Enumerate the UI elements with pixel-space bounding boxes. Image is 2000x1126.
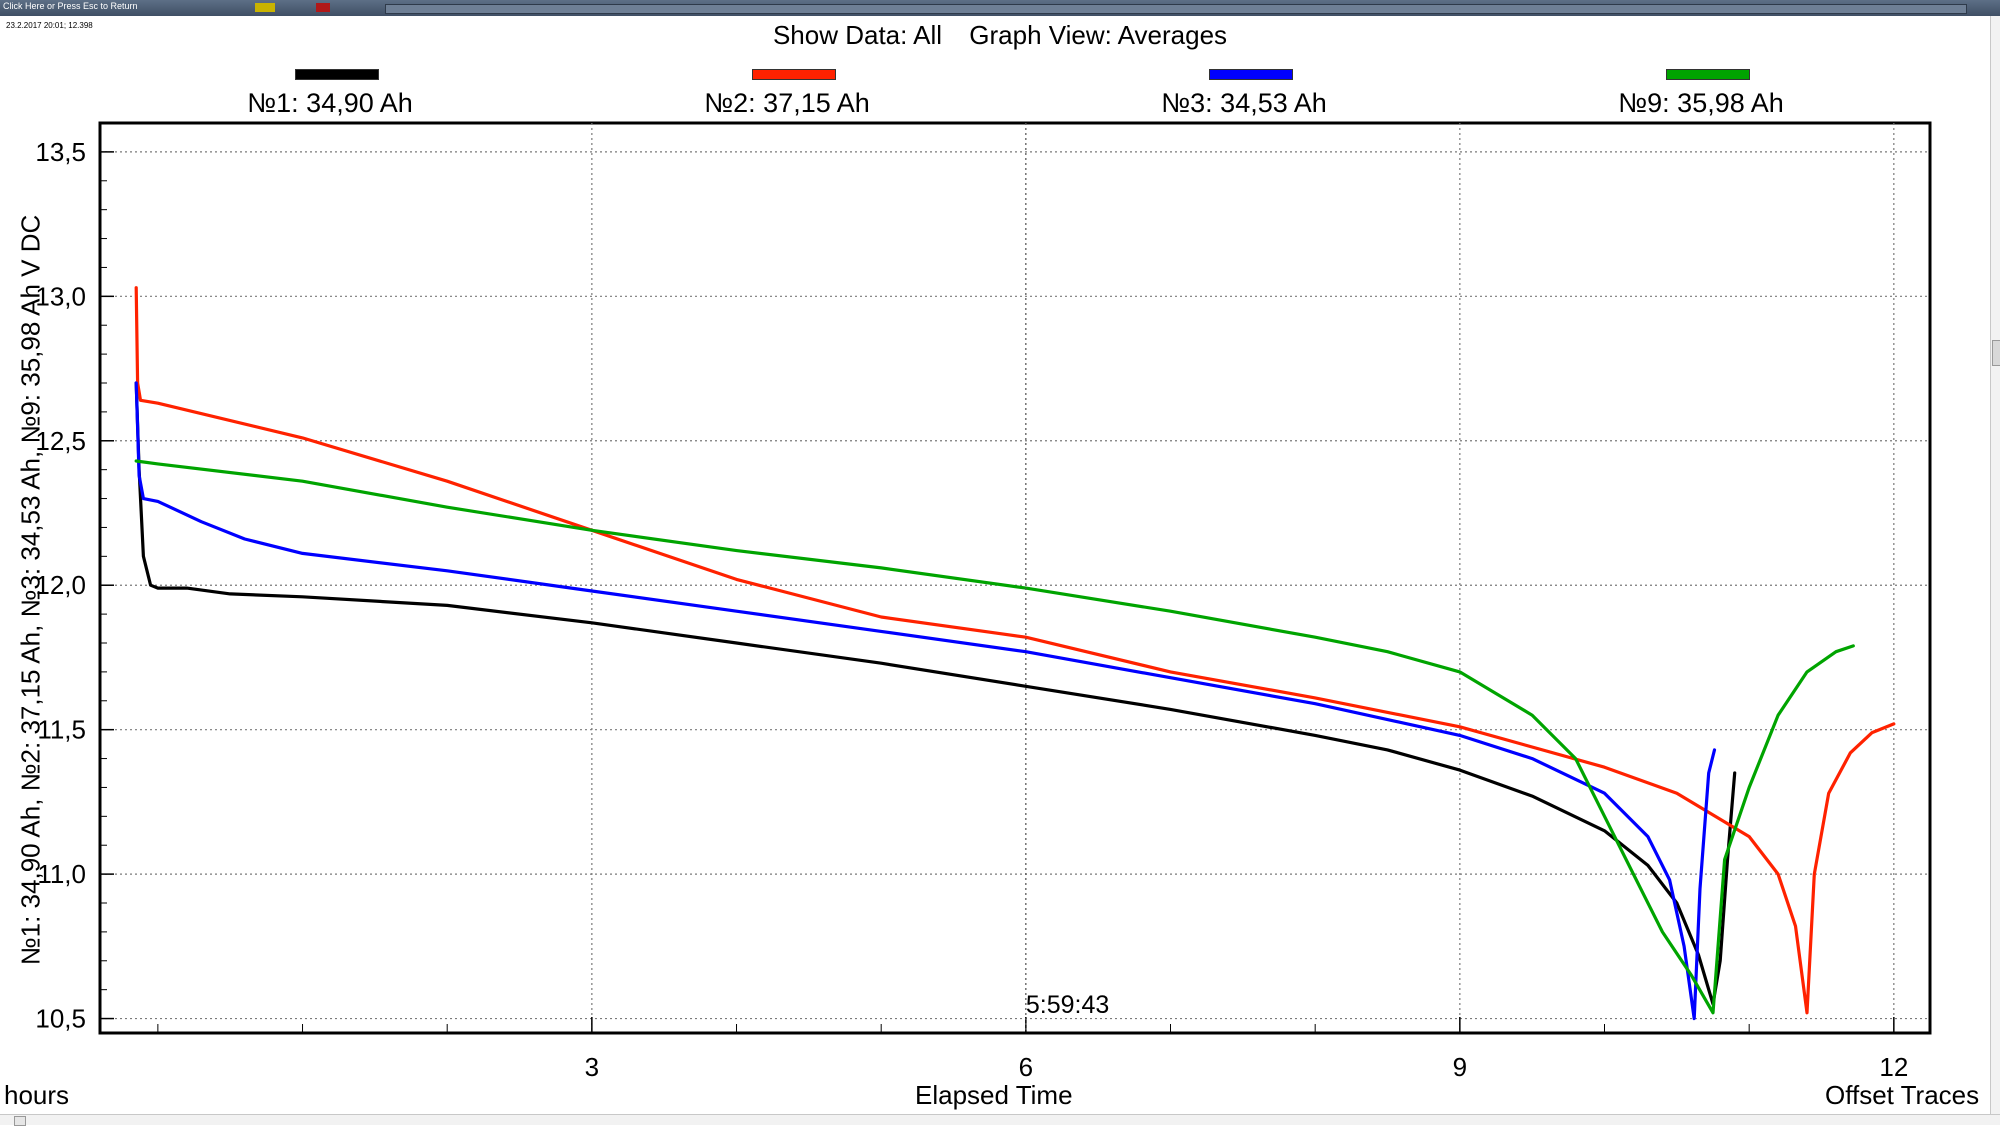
series-line-2 [134,286,1896,1015]
timestamp: 23.2.2017 20:01; 12.398 [6,21,93,30]
y-tick-labels: 10,5 11,0 11,5 12,0 12,5 13,0 13,5 [35,137,86,1034]
x-axis-title: Elapsed Time [915,1080,1073,1110]
series-line-4 [134,459,1855,1015]
cursor-time-label: 5:59:43 [1026,991,1109,1019]
y-tick-label: 12,5 [35,426,86,456]
y-tick-label: 11,0 [37,859,86,889]
legend-swatch-1 [295,69,379,80]
legend-entry-3[interactable]: №3: 34,53 Ah [1094,62,1394,122]
x-tick-label: 9 [1453,1052,1467,1082]
legend-swatch-3 [1209,69,1293,80]
legend-entry-1[interactable]: №1: 34,90 Ah [180,62,480,122]
vertical-scrollbar-thumb[interactable] [1992,340,2000,366]
grid [100,123,1930,1033]
titlebar-field [385,4,1967,14]
titlebar-indicator-yellow [255,3,275,12]
legend-label-1: №1: 34,90 Ah [247,88,413,118]
legend-swatch-4 [1666,69,1750,80]
plot-area[interactable] [98,121,1932,1035]
show-data-label[interactable]: Show Data: All [772,20,943,50]
graph-header: Show Data: All Graph View: Averages [0,20,2000,51]
x-units-label: hours [4,1080,70,1110]
legend-swatch-2 [752,69,836,80]
legend-entry-2[interactable]: №2: 37,15 Ah [637,62,937,122]
series-line-3 [134,381,1717,1021]
y-tick-label: 13,5 [35,137,86,167]
graph-view-label[interactable]: Graph View: Averages [969,20,1228,50]
vertical-scrollbar[interactable] [1990,16,2000,1125]
y-tick-label: 11,5 [37,715,86,745]
legend-label-2: №2: 37,15 Ah [704,88,870,118]
x-tick-label: 3 [585,1052,599,1082]
x-tick-label: 12 [1879,1052,1908,1082]
y-tick-label: 13,0 [35,281,86,311]
offset-traces-label[interactable]: Offset Traces [1825,1080,1980,1110]
legend-entry-4[interactable]: №9: 35,98 Ah [1551,62,1851,122]
x-tick-label: 6 [1019,1052,1033,1082]
titlebar-indicator-red [316,3,330,12]
series-line-1 [134,381,1737,1006]
data-series [134,286,1896,1021]
x-tick-labels: 3 6 9 12 [585,1052,1909,1082]
y-tick-label: 12,0 [35,570,86,600]
horizontal-scrollbar[interactable] [0,1114,2000,1126]
legend-label-4: №9: 35,98 Ah [1618,88,1784,118]
y-tick-label: 10,5 [35,1004,86,1034]
legend-label-3: №3: 34,53 Ah [1161,88,1327,118]
title-bar[interactable]: Click Here or Press Esc to Return [0,0,2000,16]
return-link[interactable]: Click Here or Press Esc to Return [3,1,138,11]
